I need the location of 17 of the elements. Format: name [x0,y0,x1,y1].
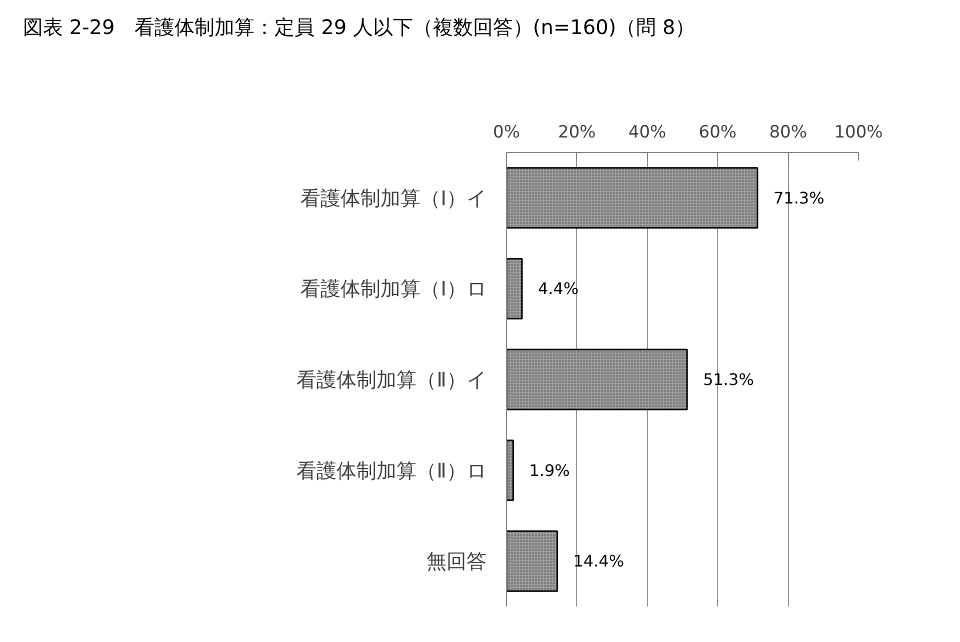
data-label: 14.4% [573,552,624,571]
x-tick-label: 80% [769,122,808,142]
data-label: 4.4% [538,279,579,298]
data-label: 51.3% [703,370,754,389]
x-tick-label: 0% [493,122,520,142]
y-tick-label: 看護体制加算（Ⅰ）ロ [300,276,487,301]
y-tick-label: 無回答 [426,549,486,574]
x-tick-label: 20% [558,122,596,142]
y-tick-label: 看護体制加算（Ⅰ）イ [300,186,487,210]
data-label: 1.9% [529,460,570,480]
chart-title: 図表 2-29 看護体制加算：定員 29 人以下（複数回答）(n=160)（問 8） [23,14,696,41]
x-tick-label: 100% [834,122,883,142]
y-tick-label: 看護体制加算（Ⅱ）イ [296,368,486,392]
y-tick-label: 看護体制加算（Ⅱ）ロ [296,458,486,482]
data-label: 71.3% [773,188,824,208]
x-tick-label: 40% [628,122,666,142]
x-tick-label: 60% [698,122,737,142]
